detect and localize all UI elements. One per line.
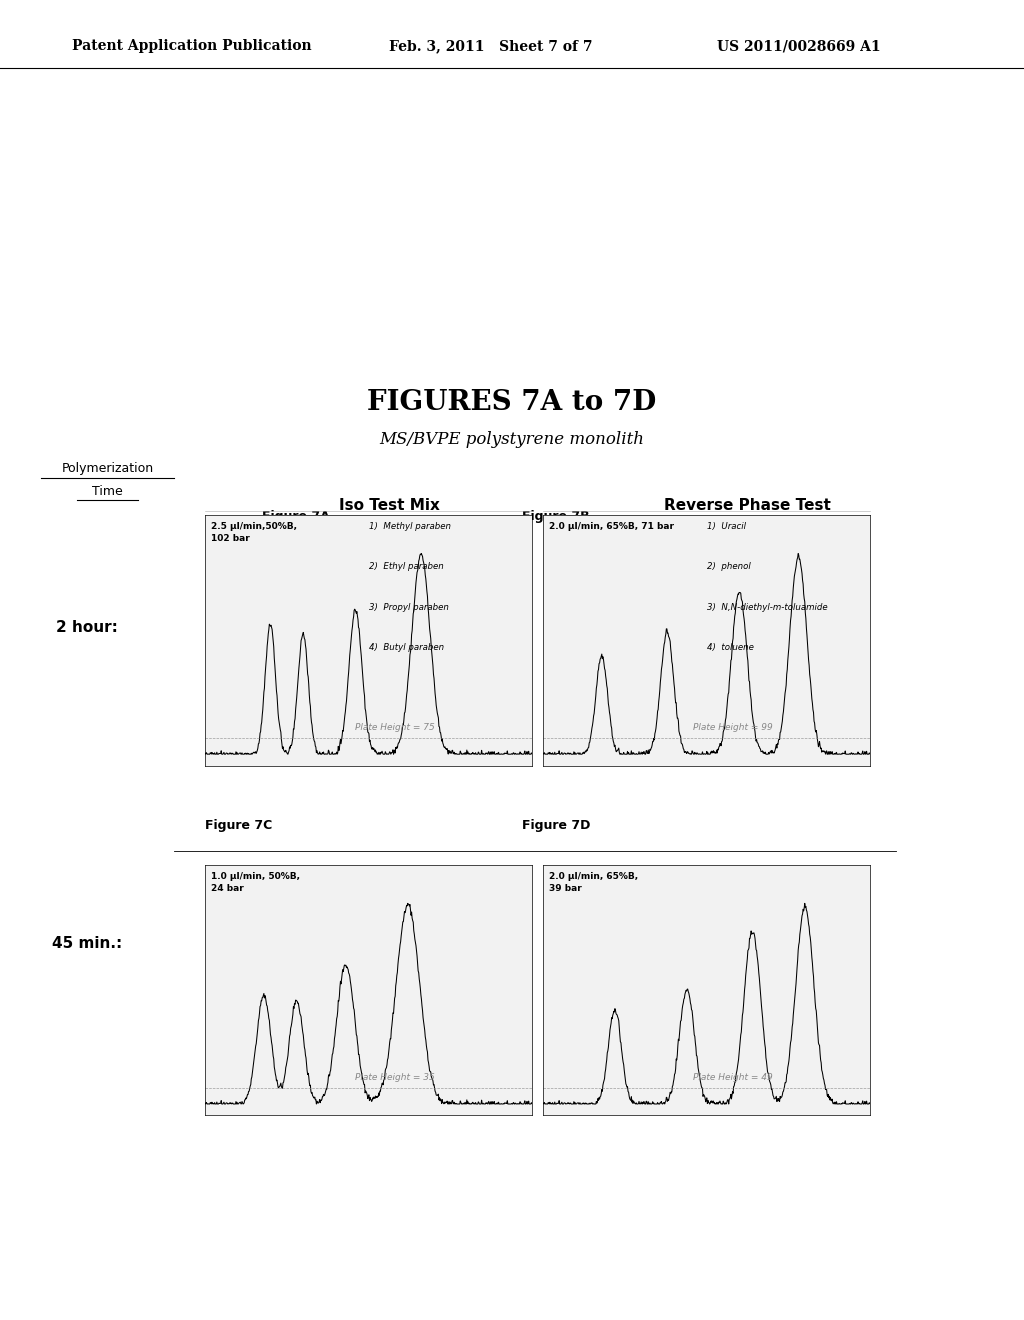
Text: Plate Height = 35: Plate Height = 35 <box>355 1073 435 1082</box>
Text: Reverse Phase Test: Reverse Phase Test <box>665 498 830 513</box>
Text: Figure 7B: Figure 7B <box>522 510 590 523</box>
Text: 4)  Butyl paraben: 4) Butyl paraben <box>369 643 443 652</box>
Text: Figure 7C: Figure 7C <box>205 818 272 832</box>
Text: 2)  Ethyl paraben: 2) Ethyl paraben <box>369 562 443 572</box>
Text: Plate Height = 75: Plate Height = 75 <box>355 723 435 733</box>
Text: MS/BVPE polystyrene monolith: MS/BVPE polystyrene monolith <box>380 432 644 447</box>
Text: 2)  phenol: 2) phenol <box>707 562 751 572</box>
Text: 4)  toluene: 4) toluene <box>707 643 754 652</box>
Text: US 2011/0028669 A1: US 2011/0028669 A1 <box>717 40 881 53</box>
Text: Figure 7A: Figure 7A <box>262 510 330 523</box>
Text: 2 hour:: 2 hour: <box>56 619 118 635</box>
Text: Feb. 3, 2011   Sheet 7 of 7: Feb. 3, 2011 Sheet 7 of 7 <box>389 40 593 53</box>
Text: Patent Application Publication: Patent Application Publication <box>72 40 311 53</box>
Text: Iso Test Mix: Iso Test Mix <box>339 498 439 513</box>
Text: FIGURES 7A to 7D: FIGURES 7A to 7D <box>368 389 656 416</box>
Text: Time: Time <box>92 484 123 498</box>
Text: 1)  Methyl paraben: 1) Methyl paraben <box>369 523 451 532</box>
Text: 45 min.:: 45 min.: <box>52 936 122 952</box>
Text: 3)  Propyl paraben: 3) Propyl paraben <box>369 602 449 611</box>
Text: 2.0 μl/min, 65%B, 71 bar: 2.0 μl/min, 65%B, 71 bar <box>549 523 674 532</box>
Text: 2.0 μl/min, 65%B,
39 bar: 2.0 μl/min, 65%B, 39 bar <box>549 873 638 892</box>
Text: Plate Height = 49: Plate Height = 49 <box>693 1073 773 1082</box>
Text: Figure 7D: Figure 7D <box>522 818 591 832</box>
Text: 3)  N,N-diethyl-m-toluamide: 3) N,N-diethyl-m-toluamide <box>707 602 827 611</box>
Text: Plate Height = 99: Plate Height = 99 <box>693 723 773 733</box>
Text: 1)  Uracil: 1) Uracil <box>707 523 745 532</box>
Text: 2.5 μl/min,50%B,
102 bar: 2.5 μl/min,50%B, 102 bar <box>211 523 297 543</box>
Text: 1.0 μl/min, 50%B,
24 bar: 1.0 μl/min, 50%B, 24 bar <box>211 873 300 892</box>
Text: Polymerization: Polymerization <box>61 462 154 475</box>
